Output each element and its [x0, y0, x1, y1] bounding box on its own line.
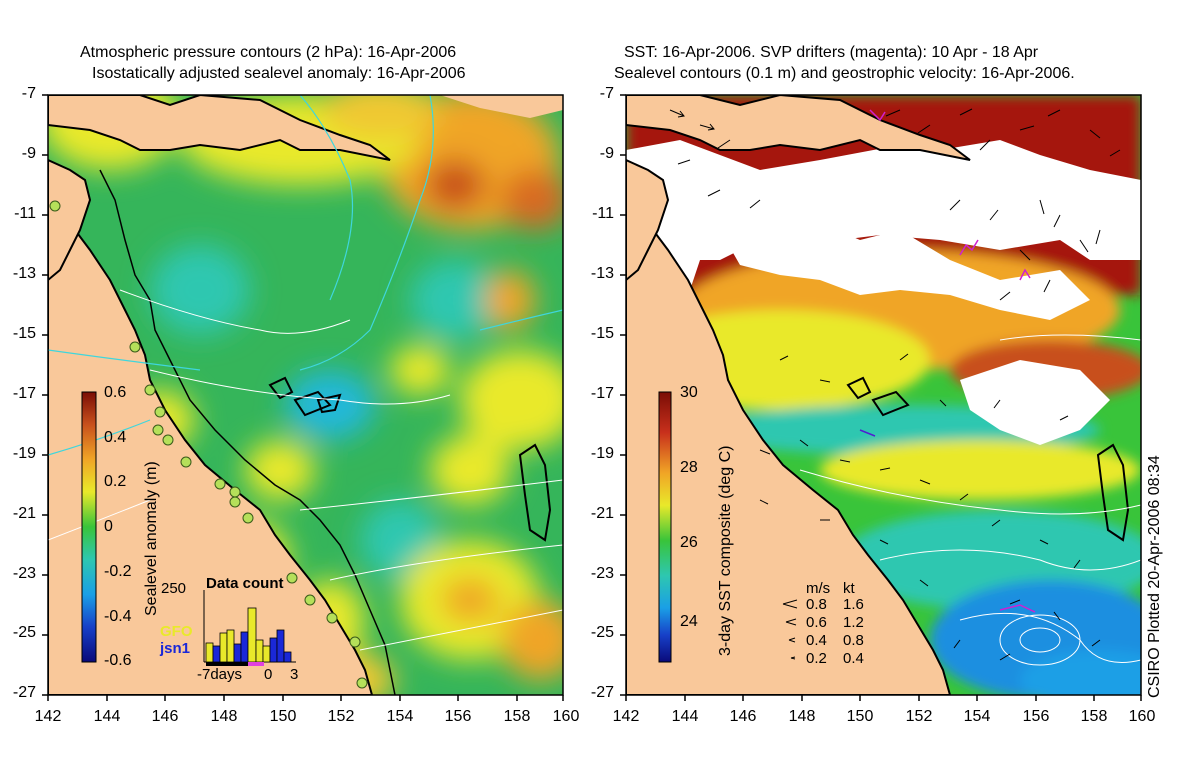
y-tick-label: -11	[592, 205, 614, 222]
colorbar-tick: 24	[680, 613, 698, 630]
y-tick-label: -25	[12, 624, 36, 641]
y-tick-label: -27	[590, 684, 614, 701]
colorbar-tick: 30	[680, 384, 698, 401]
y-tick-label: -11	[14, 205, 36, 222]
colorbar-tick: 0.2	[104, 473, 127, 490]
inset-xlabel-mid: 0	[264, 666, 273, 683]
y-tick-label: -13	[590, 265, 614, 282]
colorbar-tick: -0.6	[104, 652, 132, 669]
legend-row-kt: 1.2	[843, 614, 864, 631]
x-tick-label: 144	[671, 708, 699, 725]
x-tick-label: 150	[846, 708, 874, 725]
legend-row-kt: 1.6	[843, 596, 864, 613]
velocity-arrows	[669, 108, 1121, 661]
left-title-line2: Isostatically adjusted sealevel anomaly:…	[92, 65, 466, 82]
y-tick-label: -27	[12, 684, 36, 701]
x-tick-label: 148	[788, 708, 816, 725]
x-tick-label: 148	[210, 708, 238, 725]
sla-colorbar-label: Sealevel anomaly (m)	[143, 461, 160, 616]
left-map	[48, 95, 563, 695]
colorbar-tick: 26	[680, 534, 698, 551]
legend-row-ms: 0.8	[806, 596, 827, 613]
colorbar-tick: -0.4	[104, 608, 132, 625]
x-tick-label: 146	[151, 708, 179, 725]
sst-colorbar	[658, 391, 672, 663]
right-title-line1: SST: 16-Apr-2006. SVP drifters (magenta)…	[624, 44, 1039, 61]
colorbar-tick: 0	[104, 518, 113, 535]
legend-row-kt: 0.8	[843, 632, 864, 649]
sst-colorbar-label: 3-day SST composite (deg C)	[717, 445, 734, 656]
y-tick-label: -17	[12, 385, 36, 402]
y-tick-label: -9	[21, 145, 36, 162]
inset-ymax-label: 250	[161, 580, 187, 597]
y-tick-label: -23	[590, 565, 614, 582]
data-count-inset	[203, 590, 296, 666]
right-map	[626, 95, 1141, 695]
legend-row-ms: 0.6	[806, 614, 827, 631]
colorbar-tick: 0.4	[104, 429, 127, 446]
x-tick-label: 160	[552, 708, 580, 725]
left-title-line1: Atmospheric pressure contours (2 hPa): 1…	[80, 44, 457, 61]
inset-xlabel-left: -7days	[197, 666, 243, 683]
x-tick-label: 142	[612, 708, 640, 725]
legend-row-kt: 0.4	[843, 650, 864, 667]
x-tick-label: 156	[444, 708, 472, 725]
x-tick-label: 158	[1080, 708, 1108, 725]
y-tick-label: -17	[590, 385, 614, 402]
sla-colorbar	[81, 391, 97, 663]
x-tick-label: 150	[269, 708, 297, 725]
y-tick-label: -7	[21, 85, 36, 102]
y-tick-label: -21	[12, 505, 36, 522]
x-tick-label: 160	[1128, 708, 1156, 725]
y-tick-label: -7	[599, 85, 614, 102]
data-count-bars	[205, 607, 292, 663]
y-tick-label: -25	[590, 624, 614, 641]
x-tick-label: 142	[34, 708, 62, 725]
x-tick-label: 146	[729, 708, 757, 725]
x-tick-label: 152	[905, 708, 933, 725]
y-tick-label: -15	[590, 325, 614, 342]
inset-series-gfo: GFO	[160, 623, 193, 640]
y-tick-label: -13	[12, 265, 36, 282]
left-ticks	[42, 94, 564, 701]
y-tick-label: -23	[12, 565, 36, 582]
velocity-legend-arrows	[782, 599, 798, 660]
x-tick-label: 152	[327, 708, 355, 725]
inset-series-jsn1: jsn1	[160, 640, 191, 657]
colorbar-tick: 0.6	[104, 384, 127, 401]
y-tick-label: -19	[590, 445, 614, 462]
legend-header-kt: kt	[843, 580, 855, 597]
x-tick-label: 154	[963, 708, 991, 725]
legend-row-ms: 0.2	[806, 650, 827, 667]
y-tick-label: -19	[12, 445, 36, 462]
plot-credit: CSIRO Plotted 20-Apr-2006 08:34	[1146, 455, 1163, 698]
y-tick-label: -15	[12, 325, 36, 342]
x-tick-label: 158	[503, 708, 531, 725]
inset-title: Data count	[206, 575, 284, 592]
inset-xlabel-right: 3	[290, 666, 299, 683]
colorbar-tick: 28	[680, 459, 698, 476]
legend-header-ms: m/s	[806, 580, 831, 597]
legend-row-ms: 0.4	[806, 632, 827, 649]
y-tick-label: -9	[599, 145, 614, 162]
x-tick-label: 154	[386, 708, 414, 725]
right-ticks	[620, 94, 1142, 701]
x-tick-label: 156	[1022, 708, 1050, 725]
colorbar-tick: -0.2	[104, 563, 132, 580]
right-title-line2: Sealevel contours (0.1 m) and geostrophi…	[614, 65, 1075, 82]
x-tick-label: 144	[93, 708, 121, 725]
y-tick-label: -21	[590, 505, 614, 522]
